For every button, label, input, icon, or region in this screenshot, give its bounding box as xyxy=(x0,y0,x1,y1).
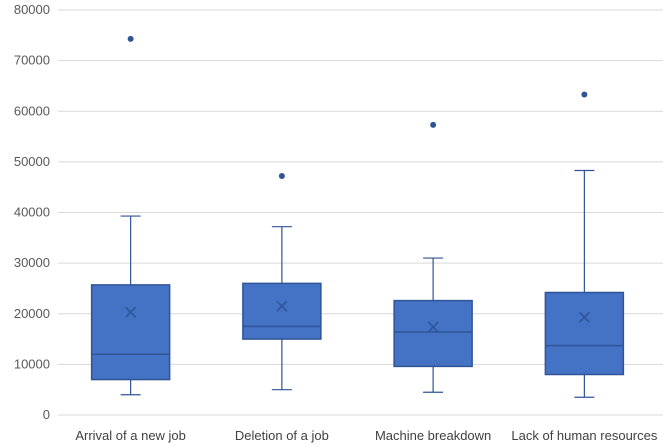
x-axis-category-labels: Arrival of a new job Deletion of a job Mac… xyxy=(75,428,658,443)
x-category-label: Machine breakdown xyxy=(375,428,491,443)
mean-marker xyxy=(276,300,288,312)
y-tick-label: 50000 xyxy=(14,154,50,169)
outlier-point xyxy=(430,121,437,128)
y-tick-label: 10000 xyxy=(14,356,50,371)
outlier-point xyxy=(278,173,285,180)
x-category-label: Deletion of a job xyxy=(235,428,329,443)
y-tick-label: 70000 xyxy=(14,53,50,68)
y-tick-label: 60000 xyxy=(14,103,50,118)
box-2 xyxy=(242,173,322,391)
x-category-label: Lack of human resources xyxy=(511,428,657,443)
box-4 xyxy=(544,91,625,398)
box-iqr xyxy=(544,291,625,376)
y-axis-tick-labels: 0 10000 20000 30000 40000 50000 60000 70000 8000… xyxy=(14,2,50,422)
y-tick-label: 40000 xyxy=(14,205,50,220)
box-1 xyxy=(90,35,171,396)
y-tick-label: 20000 xyxy=(14,306,50,321)
y-tick-label: 30000 xyxy=(14,255,50,270)
box-iqr xyxy=(393,299,473,368)
mean-marker xyxy=(578,311,590,323)
outlier-point xyxy=(581,91,588,98)
x-category-label: Arrival of a new job xyxy=(75,428,186,443)
boxes xyxy=(90,35,625,398)
y-tick-label: 0 xyxy=(43,407,50,422)
box-iqr xyxy=(242,282,322,340)
box-3 xyxy=(393,121,473,393)
y-tick-label: 80000 xyxy=(14,2,50,17)
mean-marker xyxy=(125,306,137,318)
mean-marker xyxy=(427,321,439,333)
outlier-point xyxy=(127,35,134,42)
box-iqr xyxy=(90,284,171,381)
